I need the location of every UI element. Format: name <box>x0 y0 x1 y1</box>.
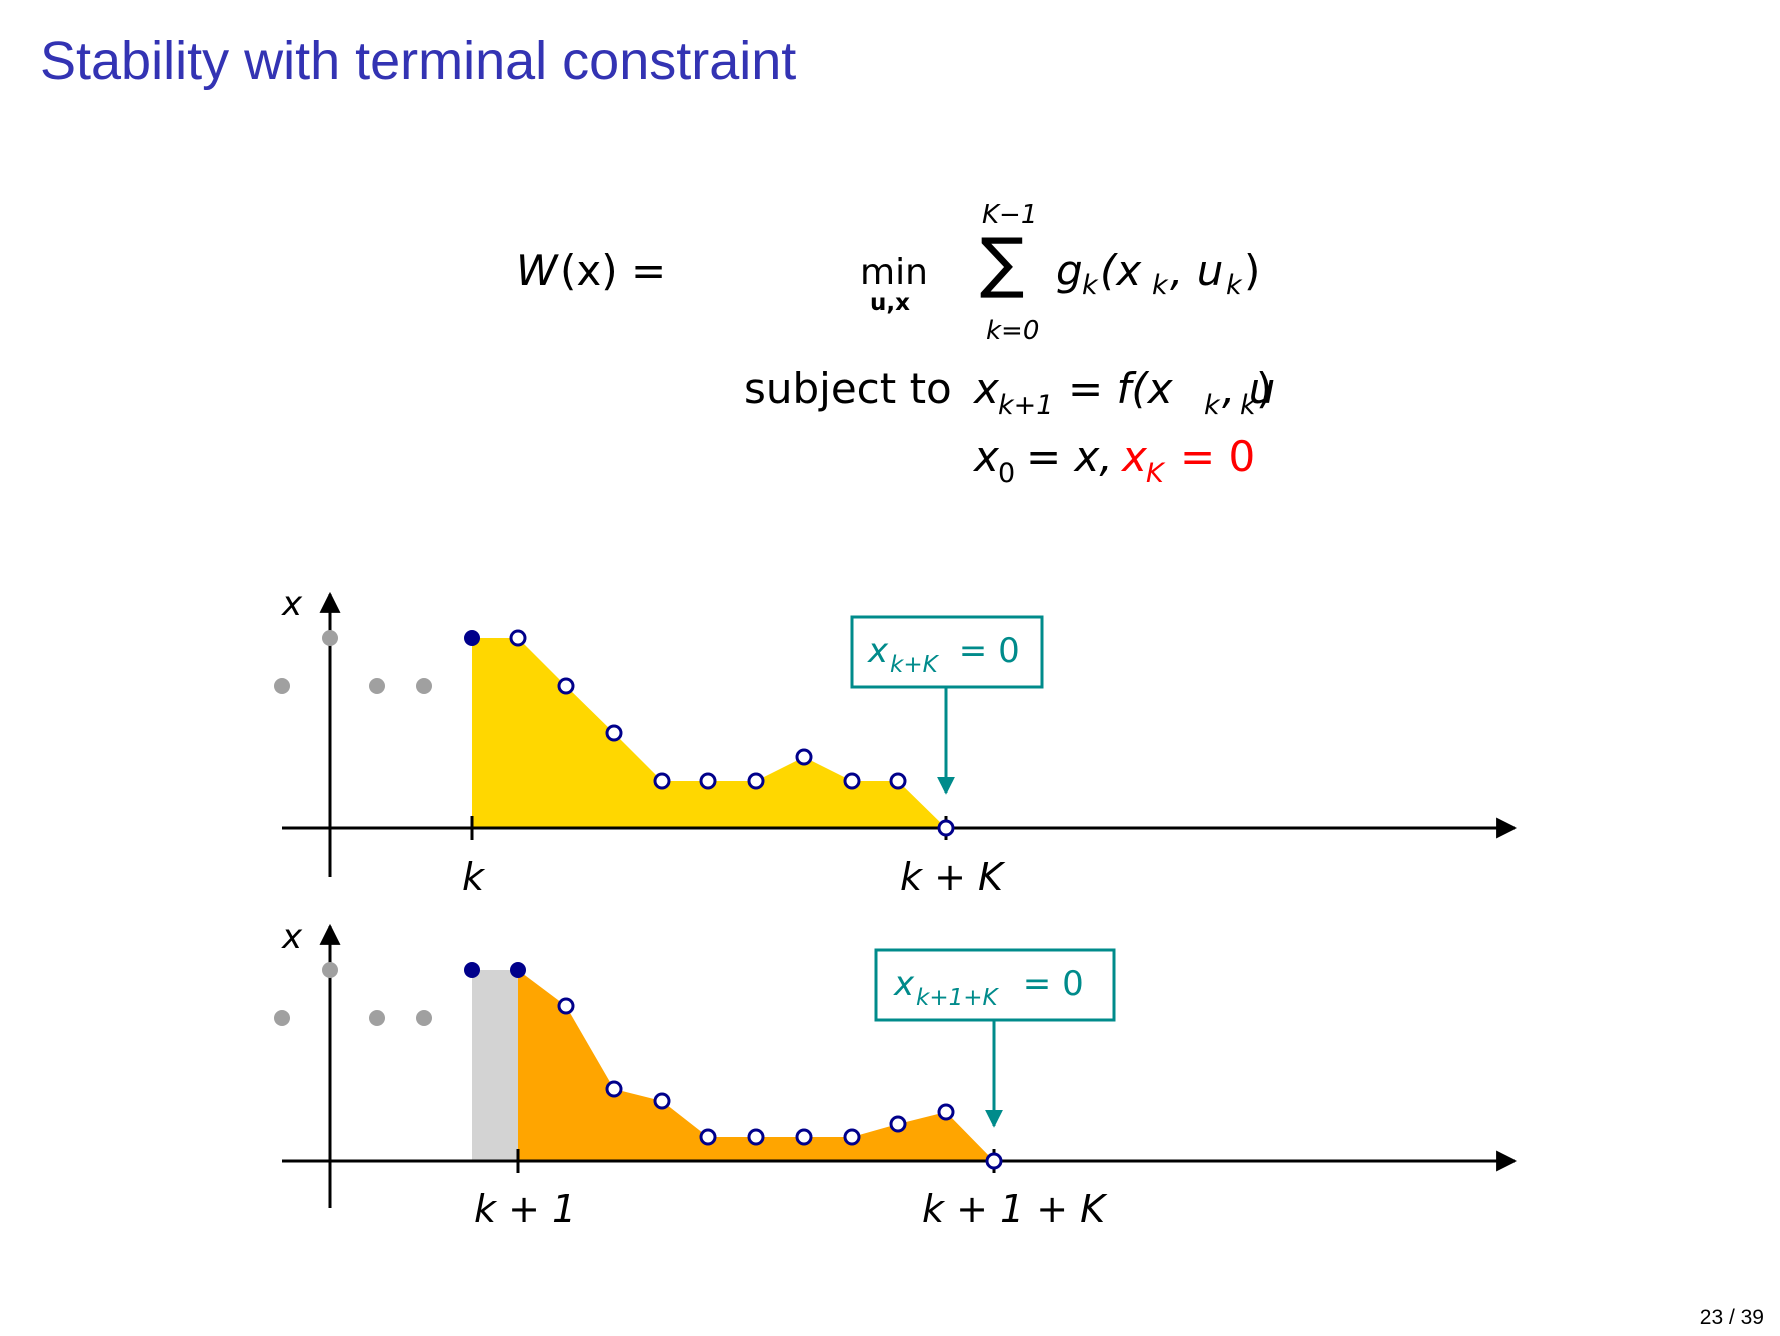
objective-close: ) <box>1244 246 1261 295</box>
terminal-callout-top: x k+K = 0 <box>850 615 1044 795</box>
predicted-point <box>795 748 813 766</box>
dynamics-rhs-close: ) <box>1256 364 1273 413</box>
callout-box <box>850 615 1044 689</box>
dynamics-x-sub: k+1 <box>998 390 1054 421</box>
past-point <box>274 1010 290 1026</box>
past-point <box>322 630 338 646</box>
objective-mid: , u <box>1170 246 1224 295</box>
past-point <box>416 678 432 694</box>
dynamics-rhs-mid: , u <box>1222 364 1276 413</box>
dynamics-rhs-u-sub: k <box>1240 390 1256 421</box>
callout-sub: k+1+K <box>916 985 999 1011</box>
terminal-rhs: = 0 <box>1180 432 1256 481</box>
tick-label-end-bottom: k + 1 + K <box>922 1187 1108 1231</box>
past-point <box>322 962 338 978</box>
min-operator: min <box>860 252 928 293</box>
predicted-point <box>557 677 575 695</box>
callout-rhs: = 0 <box>1012 964 1084 1004</box>
predicted-point <box>747 1128 765 1146</box>
tick-label-start-top: k <box>462 855 486 899</box>
plot-top: x k k + K x k+K = 0 <box>274 584 1518 899</box>
dynamics-rhs: = f(x <box>1068 364 1173 413</box>
predicted-point <box>605 1080 623 1098</box>
sum-lower-limit: k=0 <box>986 316 1040 346</box>
dynamics-x: x <box>974 364 999 413</box>
objective-args: (x <box>1100 246 1142 295</box>
terminal-x: x <box>1122 432 1147 481</box>
current-state-point <box>464 630 480 646</box>
past-state-point <box>464 962 480 978</box>
predicted-point <box>653 772 671 790</box>
terminal-x-sub: K <box>1146 458 1164 489</box>
callout-rhs: = 0 <box>948 631 1020 671</box>
tick-label-start-bottom: k + 1 <box>474 1187 576 1231</box>
terminal-callout-bottom: x k+1+K = 0 <box>874 948 1116 1128</box>
past-point <box>369 1010 385 1026</box>
predicted-point <box>889 1115 907 1133</box>
terminal-point <box>985 1152 1003 1170</box>
objective-u-sub: k <box>1226 270 1242 301</box>
predicted-point <box>889 772 907 790</box>
predicted-point <box>557 997 575 1015</box>
callout-x: x <box>893 964 915 1004</box>
initial-x-sub: 0 <box>998 458 1016 489</box>
initial-rhs: = x, <box>1026 432 1113 481</box>
predicted-point <box>699 772 717 790</box>
predicted-point <box>795 1128 813 1146</box>
initial-x: x <box>974 432 999 481</box>
dynamics-rhs-x-sub: k <box>1204 390 1220 421</box>
state-axis-label-top: x <box>281 584 303 624</box>
lhs-arg: (x) = <box>560 246 667 295</box>
predicted-point <box>699 1128 717 1146</box>
page-number: 23 / 39 <box>1699 1306 1764 1329</box>
horizon-fill-top <box>472 638 946 828</box>
predicted-point <box>605 724 623 742</box>
terminal-point <box>937 819 955 837</box>
predicted-point <box>843 1128 861 1146</box>
sum-upper-limit: K−1 <box>982 200 1038 230</box>
past-point <box>274 678 290 694</box>
callout-x: x <box>867 631 889 671</box>
tick-label-end-top: k + K <box>900 855 1006 899</box>
past-point <box>416 1010 432 1026</box>
slide-title: Stability with terminal constraint <box>40 31 797 91</box>
past-point <box>369 678 385 694</box>
elapsed-step-fill <box>472 970 518 1161</box>
predicted-point <box>937 1103 955 1121</box>
subject-to-label: subject to <box>744 364 952 413</box>
predicted-point <box>747 772 765 790</box>
predicted-point <box>843 772 861 790</box>
callout-sub: k+K <box>890 652 940 678</box>
plot-bottom: x k + 1 k + 1 + K x k+1+K = 0 <box>274 917 1518 1231</box>
sum-symbol: ∑ <box>980 224 1025 301</box>
optimization-problem: W (x) = min u,x K−1 ∑ k=0 g k (x k , u k… <box>0 0 1780 520</box>
state-axis-label-bottom: x <box>281 917 303 957</box>
lhs-W: W <box>516 246 558 295</box>
objective-g: g <box>1056 246 1083 295</box>
horizon-fill-bottom <box>518 970 994 1161</box>
current-state-point <box>510 962 526 978</box>
objective-g-sub: k <box>1082 270 1098 301</box>
predicted-point <box>653 1092 671 1110</box>
min-subscript: u,x <box>870 290 910 316</box>
predicted-point <box>509 629 527 647</box>
objective-x-sub: k <box>1152 270 1168 301</box>
